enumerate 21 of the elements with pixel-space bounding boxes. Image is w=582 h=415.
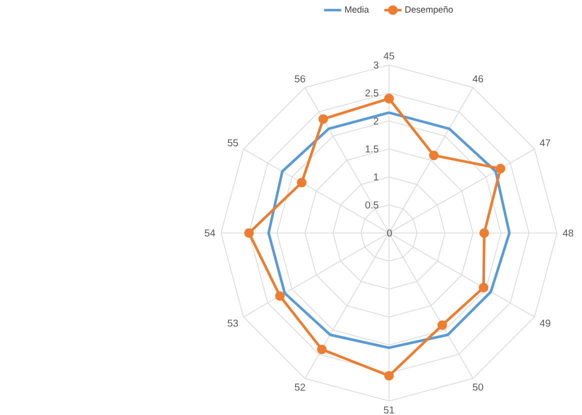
spoke-label: 55 [228, 139, 238, 146]
y-tick-label: 1.5 [366, 146, 378, 152]
y-tick-label: 0.5 [365, 201, 378, 209]
spoke-label: 48 [562, 229, 574, 237]
y-tick-label: 0 [387, 229, 392, 237]
spoke-label: 45 [384, 52, 394, 60]
spoke-label: 56 [294, 75, 306, 82]
legend-label: Desempeño [405, 6, 453, 14]
spoke-label: 53 [228, 320, 238, 327]
y-tick-label: 3 [374, 61, 378, 69]
y-tick-label: 1 [374, 174, 378, 180]
spoke-label: 49 [540, 320, 550, 327]
spoke-label: 47 [540, 139, 550, 146]
spoke-label: 54 [204, 229, 216, 236]
spoke-label: 51 [384, 406, 394, 414]
y-tick-label: 2.5 [365, 89, 378, 97]
spoke-label: 46 [472, 75, 484, 82]
legend-label: Media [345, 6, 369, 13]
spoke-label: 52 [294, 384, 306, 391]
y-tick-label: 2 [374, 118, 378, 124]
spoke-label: 50 [472, 384, 484, 391]
